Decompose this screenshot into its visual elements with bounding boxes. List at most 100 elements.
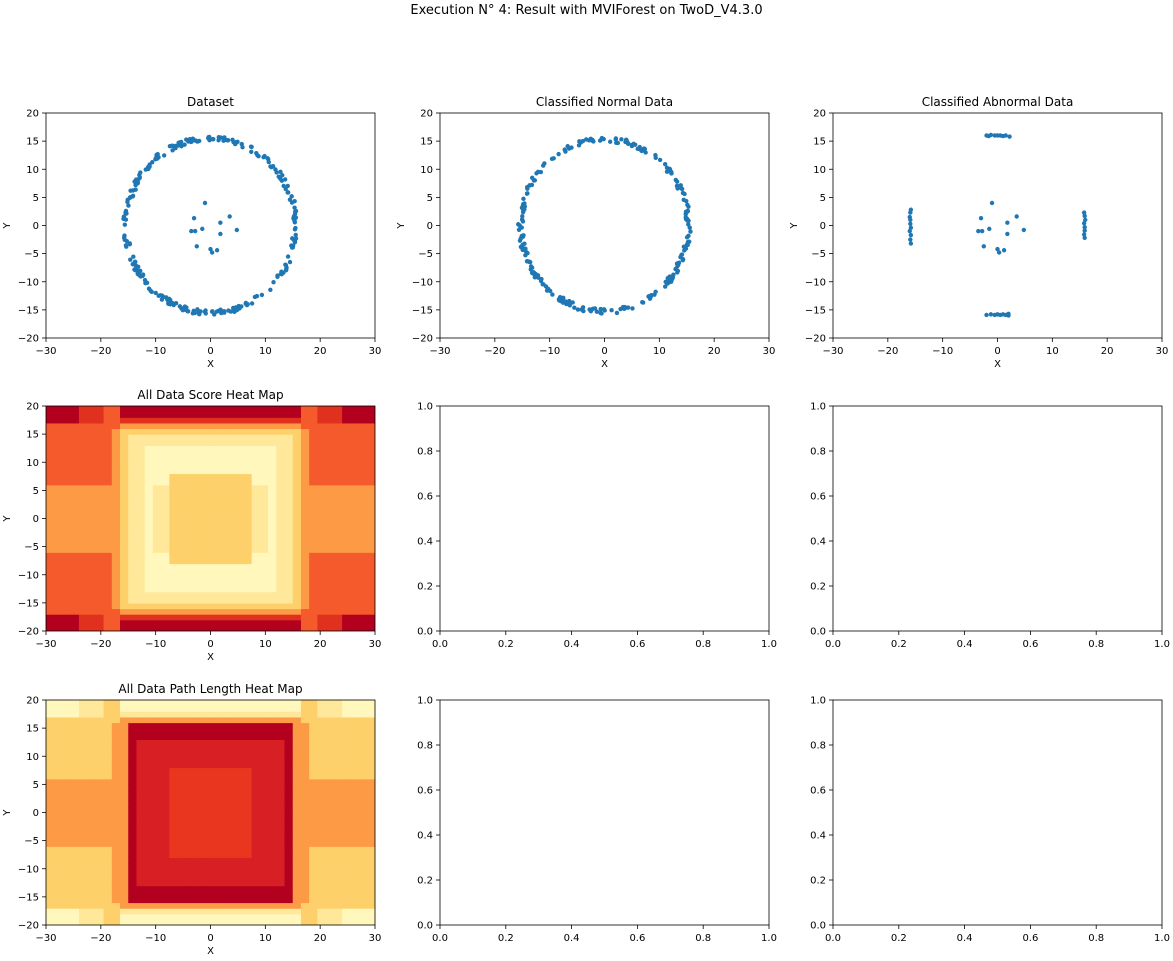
heat-cell [333, 790, 343, 797]
data-point [528, 259, 533, 265]
heat-cell [292, 507, 302, 514]
heat-cell [152, 479, 162, 486]
heat-cell [87, 733, 96, 740]
heat-cell [358, 569, 368, 576]
y-tick-label: −10 [18, 277, 39, 288]
heat-cell [78, 761, 88, 769]
heat-cell [70, 484, 80, 491]
x-tick-label: 0.0 [432, 933, 448, 944]
x-tick-label: 10 [653, 346, 666, 357]
heat-cell [177, 417, 187, 424]
heat-cell [317, 569, 327, 576]
heat-cell [243, 778, 253, 785]
heat-cell [62, 756, 72, 763]
heat-cell [226, 919, 236, 925]
heat-cell [350, 716, 360, 724]
heat-cell [210, 880, 220, 887]
heat-cell [169, 756, 179, 763]
heat-cell [268, 619, 277, 626]
heat-cell [169, 885, 179, 892]
heat-cell [62, 750, 72, 757]
heat-cell [136, 473, 146, 480]
heat-cell [358, 880, 368, 887]
data-point [191, 215, 197, 221]
heat-cell [120, 445, 129, 452]
heat-cell [210, 569, 220, 576]
heat-cell [268, 445, 277, 452]
heat-cell [202, 608, 212, 615]
heat-cell [350, 784, 360, 791]
heat-cell [54, 790, 64, 797]
heat-cell [194, 728, 203, 735]
heat-cell [358, 750, 368, 757]
heat-cell [226, 434, 236, 441]
heat-cell [358, 891, 368, 898]
heat-cell [144, 479, 154, 486]
heat-cell [103, 546, 113, 553]
heat-cell [70, 479, 80, 486]
heat-cell [95, 501, 105, 508]
heat-cell [292, 784, 302, 791]
heat-cell [169, 767, 179, 774]
heat-cell [185, 722, 195, 729]
heat-cell [202, 761, 212, 769]
heat-cell [103, 524, 113, 531]
heat-cell [161, 913, 170, 920]
heat-cell [152, 745, 162, 752]
heat-cell [210, 885, 220, 892]
heat-cell [136, 439, 146, 446]
heat-cell [325, 863, 335, 870]
heat-cell [54, 801, 64, 808]
data-point [194, 244, 199, 249]
heat-cell [120, 546, 129, 553]
heat-cell [194, 552, 203, 559]
heat-cell [243, 739, 253, 746]
heat-cell [235, 700, 244, 707]
heat-cell [317, 597, 327, 604]
heat-cell [128, 812, 138, 819]
heat-cell [161, 490, 170, 497]
heat-cell [177, 411, 187, 418]
x-axis-label: X [207, 652, 214, 663]
heat-cell [46, 563, 55, 570]
heat-cell [259, 445, 269, 452]
heat-cell [87, 625, 96, 631]
heat-cell [128, 818, 138, 825]
heat-cell [177, 745, 187, 752]
heat-cell [259, 608, 269, 615]
heat-cell [78, 835, 88, 842]
heat-cell [292, 574, 302, 581]
heat-cell [350, 908, 360, 915]
heat-cell [218, 806, 228, 814]
heat-cell [152, 619, 162, 626]
heat-cell [87, 795, 96, 802]
heat-cell [251, 490, 261, 497]
heat-cell [103, 846, 113, 853]
heat-cell [300, 439, 310, 446]
heat-cell [70, 829, 80, 836]
heat-cell [243, 552, 253, 559]
heat-cell [120, 619, 129, 626]
heat-cell [300, 614, 310, 621]
heat-cell [152, 846, 162, 853]
heat-cell [342, 501, 351, 508]
heat-cell [243, 919, 253, 925]
heat-cell [366, 535, 375, 542]
x-tick-label: 30 [369, 346, 382, 357]
heat-cell [226, 868, 236, 875]
heat-cell [136, 857, 146, 864]
heat-cell [95, 745, 105, 752]
heat-cell [202, 439, 212, 446]
axes-title: All Data Path Length Heat Map [118, 682, 302, 696]
heat-cell [152, 795, 162, 802]
heat-cell [358, 874, 368, 881]
heat-cell [251, 434, 261, 441]
heat-cell [317, 728, 327, 735]
heat-cell [292, 716, 302, 724]
heat-cell [70, 913, 80, 920]
heat-cell [342, 767, 351, 774]
heat-cell [202, 411, 212, 418]
heat-cell [358, 908, 368, 915]
heat-cell [78, 902, 88, 909]
